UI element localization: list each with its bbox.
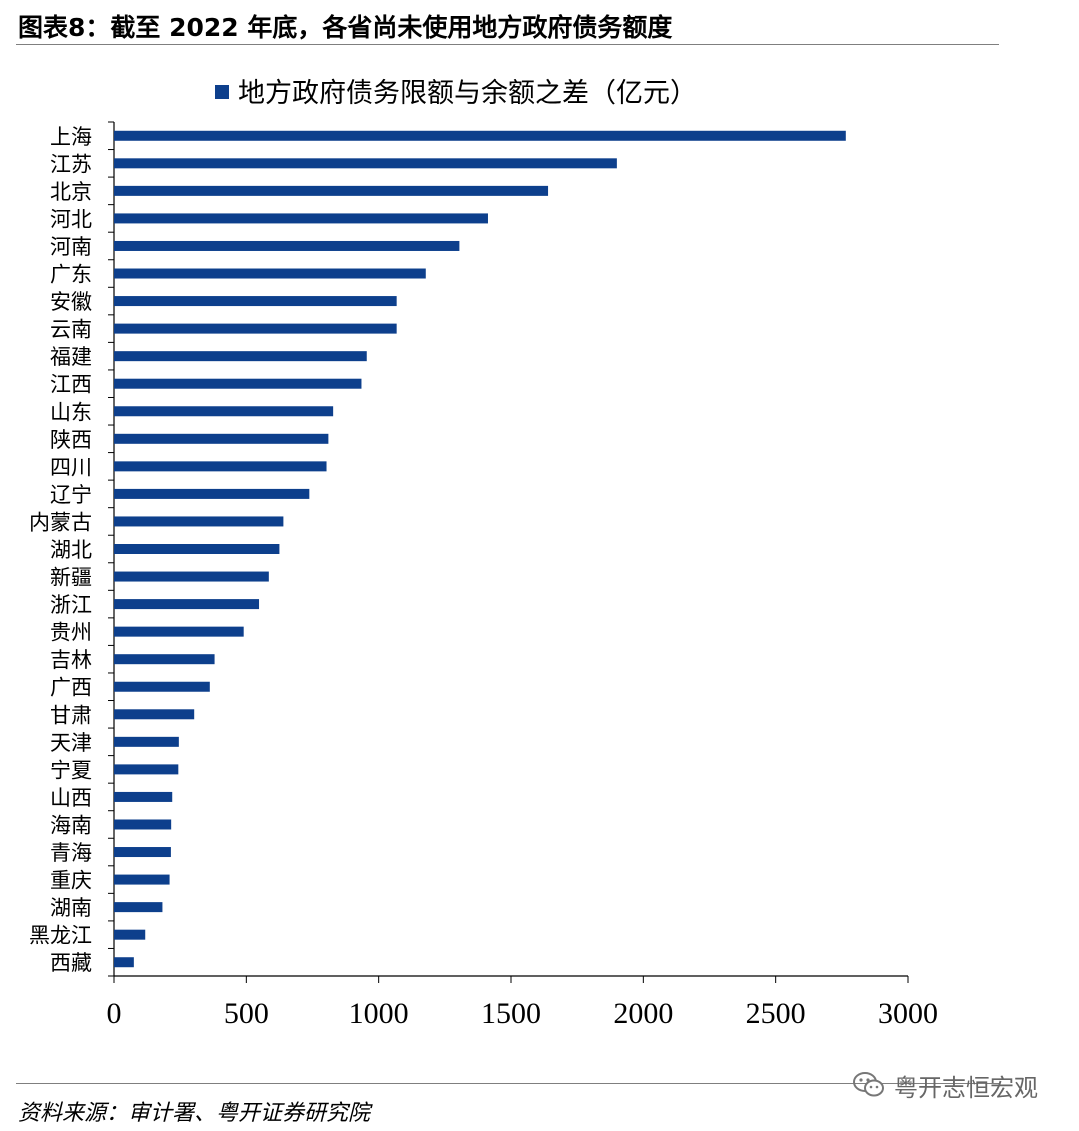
category-label: 福建 xyxy=(50,345,92,369)
category-label: 云南 xyxy=(50,318,92,342)
category-label: 天津 xyxy=(50,731,92,755)
figure-title: 图表8：截至 2022 年底，各省尚未使用地方政府债务额度 xyxy=(18,13,673,42)
bar xyxy=(114,268,426,279)
bar xyxy=(114,902,163,913)
bar xyxy=(114,516,284,527)
bar xyxy=(114,764,179,775)
bar xyxy=(114,736,179,747)
bar xyxy=(114,351,367,362)
bar xyxy=(114,626,244,637)
category-label: 陕西 xyxy=(50,428,92,452)
x-tick-label: 1000 xyxy=(349,997,409,1030)
category-label: 青海 xyxy=(50,841,92,865)
category-label: 内蒙古 xyxy=(29,510,92,534)
category-label: 河南 xyxy=(50,235,92,259)
bar xyxy=(114,599,260,610)
category-label: 山西 xyxy=(50,786,92,810)
legend-label: 地方政府债务限额与余额之差（亿元） xyxy=(238,78,697,109)
category-label: 江西 xyxy=(50,373,92,397)
bar xyxy=(114,406,334,417)
category-label: 重庆 xyxy=(50,869,92,893)
bar xyxy=(114,929,146,940)
category-label: 西藏 xyxy=(50,951,92,975)
bar xyxy=(114,709,195,720)
category-label: 辽宁 xyxy=(50,483,92,507)
category-label: 河北 xyxy=(50,207,92,231)
category-label: 上海 xyxy=(50,125,92,149)
category-label: 湖北 xyxy=(50,538,92,562)
watermark-label: 粤开志恒宏观 xyxy=(894,1073,1038,1102)
bar xyxy=(114,654,215,665)
bar xyxy=(114,571,269,582)
category-label: 山东 xyxy=(50,400,92,424)
x-tick-label: 1500 xyxy=(481,997,541,1030)
source-note: 资料来源：审计署、粤开证券研究院 xyxy=(18,1101,371,1126)
category-label: 广西 xyxy=(50,676,92,700)
category-label: 贵州 xyxy=(50,621,92,645)
bar xyxy=(114,130,846,141)
bar xyxy=(114,791,173,802)
category-label: 新疆 xyxy=(50,566,92,590)
bar xyxy=(114,185,549,196)
bar xyxy=(114,240,460,251)
x-tick-label: 2000 xyxy=(613,997,673,1030)
category-label: 吉林 xyxy=(50,648,92,672)
x-tick-label: 500 xyxy=(224,997,269,1030)
category-label: 湖南 xyxy=(50,896,92,920)
x-tick-label: 0 xyxy=(107,997,122,1030)
category-label: 海南 xyxy=(50,813,92,837)
bar xyxy=(114,378,362,389)
bar xyxy=(114,323,397,334)
category-label: 四川 xyxy=(50,455,92,479)
bar xyxy=(114,488,310,499)
watermark: 粤开志恒宏观 xyxy=(852,1068,1038,1102)
bar xyxy=(114,296,397,307)
category-label: 浙江 xyxy=(50,593,92,617)
source-divider xyxy=(16,1083,999,1084)
bar xyxy=(114,544,280,554)
bar xyxy=(114,213,488,224)
category-label: 宁夏 xyxy=(50,758,92,782)
category-label: 江苏 xyxy=(50,152,92,176)
category-label: 广东 xyxy=(50,263,92,287)
bar xyxy=(114,158,617,169)
category-label: 北京 xyxy=(50,180,92,204)
category-label: 黑龙江 xyxy=(29,924,92,948)
bar xyxy=(114,681,210,692)
bar xyxy=(114,433,329,444)
category-label: 甘肃 xyxy=(50,703,92,727)
wechat-icon xyxy=(853,1072,884,1097)
x-tick-label: 2500 xyxy=(746,997,806,1030)
bar xyxy=(114,874,170,885)
category-label: 安徽 xyxy=(50,290,92,314)
x-tick-label: 3000 xyxy=(878,997,938,1030)
bar xyxy=(114,957,134,968)
legend-swatch xyxy=(215,85,229,99)
bar xyxy=(114,819,172,830)
title-divider xyxy=(16,44,999,45)
bar xyxy=(114,461,327,472)
bar xyxy=(114,847,171,858)
